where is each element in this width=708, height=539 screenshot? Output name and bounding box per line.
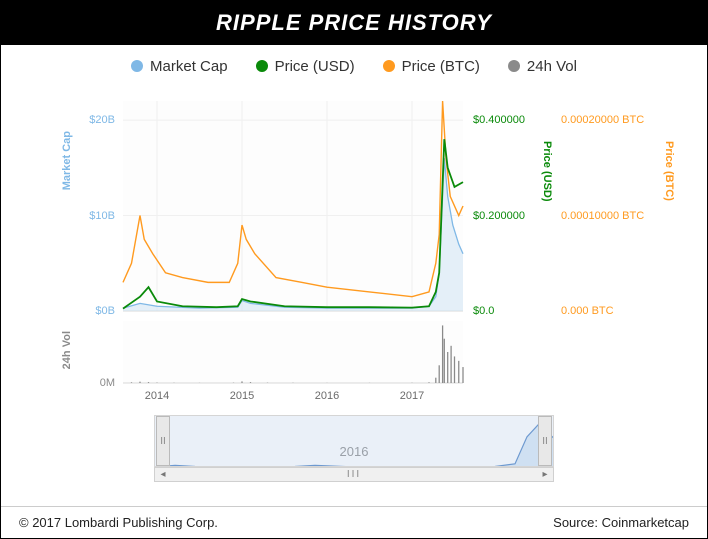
axis-label-usd: Price (USD) [541,141,553,202]
chart-card: RIPPLE PRICE HISTORY Market Cap Price (US… [0,0,708,539]
legend-label: 24h Vol [527,58,577,75]
svg-text:2015: 2015 [230,390,254,402]
legend-dot [131,60,143,72]
chart-title: RIPPLE PRICE HISTORY [216,10,492,36]
legend-dot [508,60,520,72]
legend-label: Price (USD) [275,58,355,75]
legend-label: Market Cap [150,58,228,75]
legend-dot [256,60,268,72]
axis-label-btc: Price (BTC) [663,141,675,201]
legend-label: Price (BTC) [402,58,480,75]
legend-row: Market Cap Price (USD) Price (BTC) 24h Vol [1,45,707,87]
legend-item[interactable]: Price (BTC) [383,58,480,75]
scroll-right-icon[interactable]: ▸ [537,469,553,480]
axis-label-marketcap: Market Cap [61,131,73,190]
svg-text:2016: 2016 [315,390,339,402]
scroll-left-icon[interactable]: ◂ [155,469,171,480]
range-selector[interactable]: II II 2016 ◂ III ▸ [154,415,554,483]
footer-bar: © 2017 Lombardi Publishing Corp. Source:… [1,506,707,538]
range-handle-right[interactable]: II [538,416,552,466]
copyright-text: © 2017 Lombardi Publishing Corp. [19,515,218,530]
main-chart-svg: 2014 2015 2016 2017 [15,93,695,403]
legend-item[interactable]: Market Cap [131,58,228,75]
chart-area: 2014 2015 2016 2017 Market Cap 24h Vol Pric… [15,93,693,403]
legend-dot [383,60,395,72]
mini-scrollbar[interactable]: ◂ III ▸ [154,467,554,482]
range-handle-left[interactable]: II [156,416,170,466]
legend-item[interactable]: 24h Vol [508,58,577,75]
legend-item[interactable]: Price (USD) [256,58,355,75]
axis-label-vol: 24h Vol [61,331,73,369]
title-bar: RIPPLE PRICE HISTORY [1,1,707,45]
svg-text:2017: 2017 [400,390,424,402]
svg-text:2014: 2014 [145,390,169,402]
source-text: Source: Coinmarketcap [553,515,689,530]
mini-year-label: 2016 [340,444,369,459]
mini-chart[interactable]: II II 2016 [154,415,554,467]
scroll-track[interactable]: III [171,469,537,480]
